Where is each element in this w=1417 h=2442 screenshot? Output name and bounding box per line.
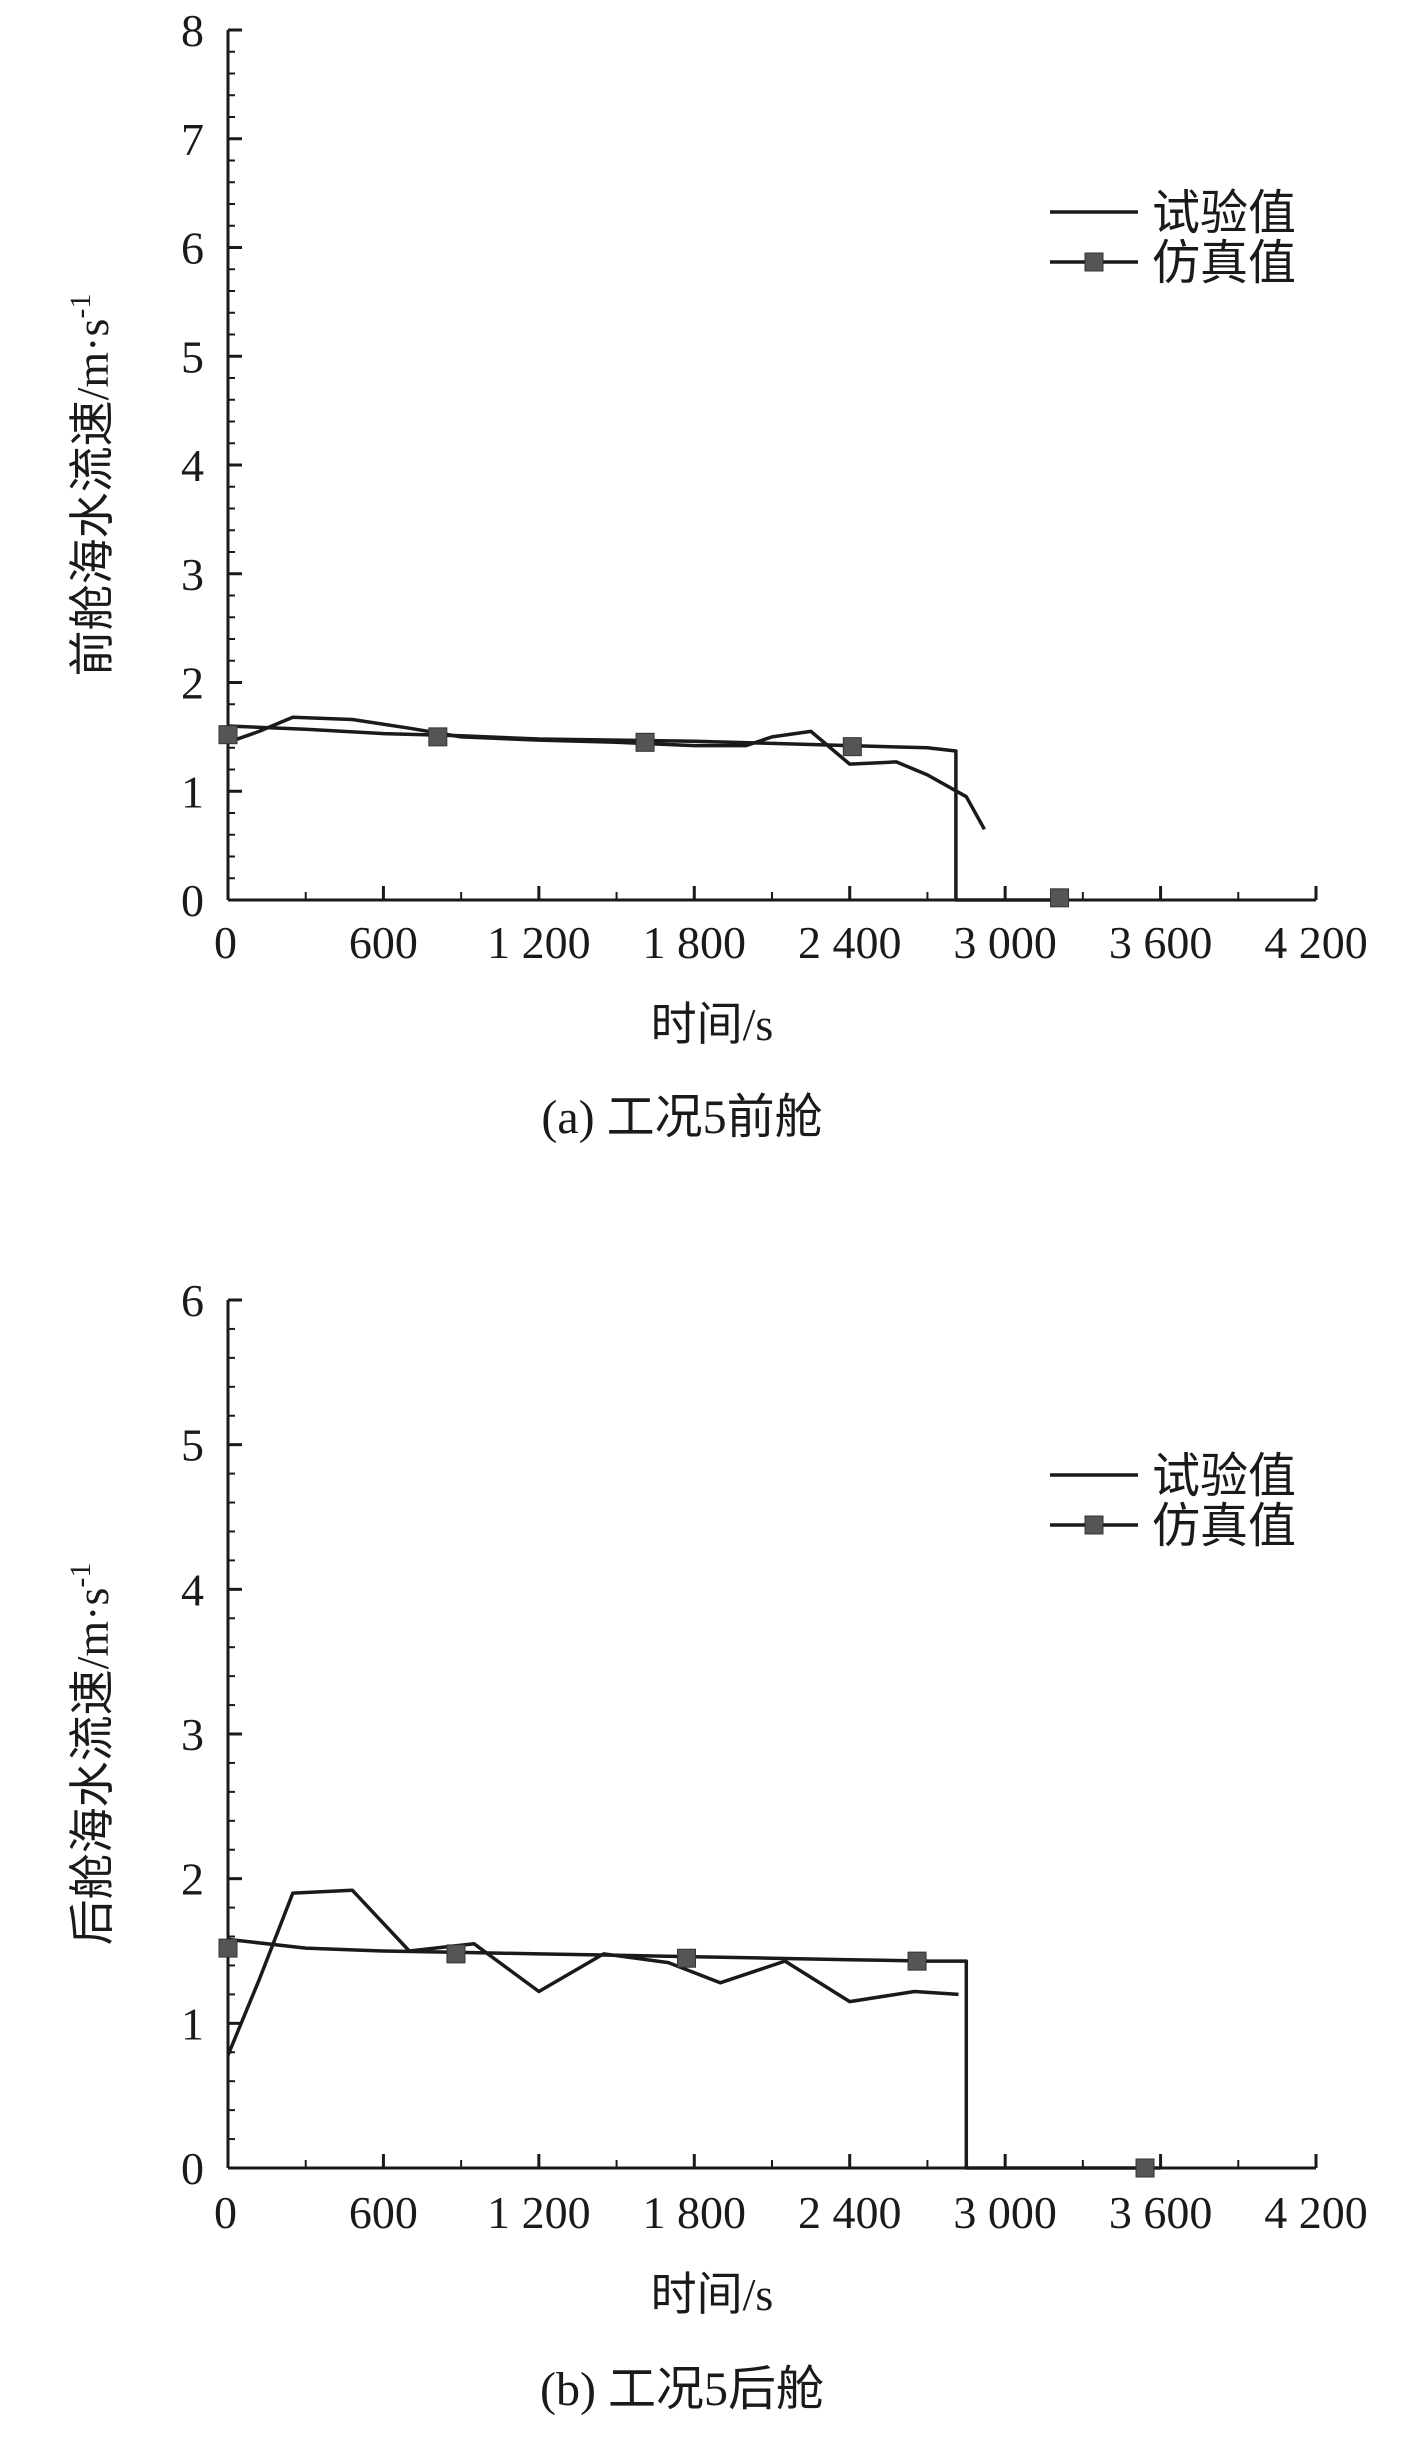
legend-swatch-marker <box>1085 253 1103 271</box>
series-marker-simulation <box>1136 2159 1154 2177</box>
y-tick-label: 3 <box>181 1709 204 1760</box>
x-tick-label: 600 <box>349 2187 418 2238</box>
y-tick-label: 7 <box>181 114 204 165</box>
y-axis-title-main: 后舱海水流速/m·s <box>67 1588 118 1946</box>
legend-label: 试验值 <box>1152 1450 1296 1503</box>
y-axis-title-superscript: -1 <box>64 1563 97 1588</box>
legend-label: 仿真值 <box>1152 1500 1296 1553</box>
x-tick-label: 3 000 <box>953 2187 1057 2238</box>
series-marker-simulation <box>1051 889 1069 907</box>
series-marker-simulation <box>219 1939 237 1957</box>
x-tick-label: 0 <box>214 2187 237 2238</box>
y-tick-label: 3 <box>181 549 204 600</box>
x-tick-label: 1 800 <box>643 2187 747 2238</box>
figure-caption: (a) 工况5前舱 <box>541 1091 822 1144</box>
series-line-simulation <box>228 726 1057 900</box>
y-axis-title: 前舱海水流速/m·s-1 <box>64 294 118 677</box>
x-tick-label: 1 200 <box>487 917 591 968</box>
x-axis-title: 时间/s <box>651 2269 774 2320</box>
legend-swatch-marker <box>1085 1516 1103 1534</box>
series-line-experimental <box>228 1890 959 2055</box>
y-tick-label: 4 <box>181 440 204 491</box>
y-tick-label: 6 <box>181 1275 204 1326</box>
series-marker-simulation <box>636 733 654 751</box>
series-marker-simulation <box>447 1945 465 1963</box>
series-marker-simulation <box>843 738 861 756</box>
x-tick-label: 4 200 <box>1264 917 1368 968</box>
x-tick-label: 4 200 <box>1264 2187 1368 2238</box>
y-tick-label: 0 <box>181 2143 204 2194</box>
y-tick-label: 5 <box>181 331 204 382</box>
series-marker-simulation <box>908 1952 926 1970</box>
chart-panel-a: 0 1 2 3 4 5 6 7 8 0 600 1 200 1 800 2 400 3 000 3 600 4 … <box>64 5 1368 1144</box>
legend-label: 仿真值 <box>1152 237 1296 290</box>
x-tick-label: 1 800 <box>643 917 747 968</box>
x-tick-label: 0 <box>214 917 237 968</box>
y-tick-label: 1 <box>181 766 204 817</box>
x-tick-label: 3 000 <box>953 917 1057 968</box>
y-tick-label: 6 <box>181 223 204 274</box>
y-tick-label: 2 <box>181 1854 204 1905</box>
x-tick-label: 600 <box>349 917 418 968</box>
legend-label: 试验值 <box>1152 187 1296 240</box>
x-tick-label: 3 600 <box>1109 2187 1213 2238</box>
chart-panel-b: 0 1 2 3 4 5 6 0 600 1 200 1 800 2 400 3 000 3 600 4 20… <box>64 1275 1368 2416</box>
x-tick-label: 2 400 <box>798 917 902 968</box>
series-line-experimental <box>228 717 984 829</box>
y-tick-label: 0 <box>181 875 204 926</box>
series-marker-simulation <box>219 726 237 744</box>
series-marker-simulation <box>678 1949 696 1967</box>
series-marker-simulation <box>429 728 447 746</box>
y-axis-title-main: 前舱海水流速/m·s <box>67 319 118 677</box>
x-tick-label: 1 200 <box>487 2187 591 2238</box>
y-tick-label: 4 <box>181 1564 204 1615</box>
y-tick-label: 5 <box>181 1420 204 1471</box>
y-tick-label: 2 <box>181 658 204 709</box>
y-axis-title-superscript: -1 <box>64 294 97 319</box>
figure-caption: (b) 工况5后舱 <box>540 2363 824 2416</box>
y-tick-label: 8 <box>181 5 204 56</box>
x-tick-label: 3 600 <box>1109 917 1213 968</box>
x-tick-label: 2 400 <box>798 2187 902 2238</box>
y-axis-title: 后舱海水流速/m·s-1 <box>64 1563 118 1946</box>
y-tick-label: 1 <box>181 1998 204 2049</box>
x-axis-title: 时间/s <box>651 999 774 1050</box>
